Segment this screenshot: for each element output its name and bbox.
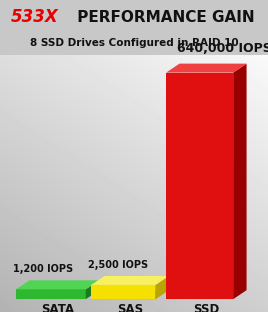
- Polygon shape: [91, 285, 155, 299]
- Polygon shape: [91, 276, 169, 285]
- Text: 533X: 533X: [11, 8, 58, 27]
- Polygon shape: [16, 290, 99, 299]
- Polygon shape: [86, 280, 99, 299]
- Text: 8 SSD Drives Configured in RAID 10: 8 SSD Drives Configured in RAID 10: [30, 37, 238, 48]
- Polygon shape: [16, 280, 99, 289]
- Polygon shape: [166, 64, 247, 73]
- Text: SAS: SAS: [117, 303, 143, 312]
- Text: 640,000 IOPS: 640,000 IOPS: [177, 41, 268, 55]
- Text: 1,200 IOPS: 1,200 IOPS: [13, 264, 73, 274]
- Text: SSD: SSD: [193, 303, 219, 312]
- Polygon shape: [166, 290, 247, 299]
- Polygon shape: [166, 73, 233, 299]
- Polygon shape: [155, 276, 169, 299]
- Polygon shape: [16, 289, 86, 299]
- Text: 2,500 IOPS: 2,500 IOPS: [88, 260, 148, 270]
- Text: SATA: SATA: [41, 303, 74, 312]
- Text: PERFORMANCE GAIN: PERFORMANCE GAIN: [72, 10, 255, 25]
- Polygon shape: [91, 290, 169, 299]
- Polygon shape: [233, 64, 247, 299]
